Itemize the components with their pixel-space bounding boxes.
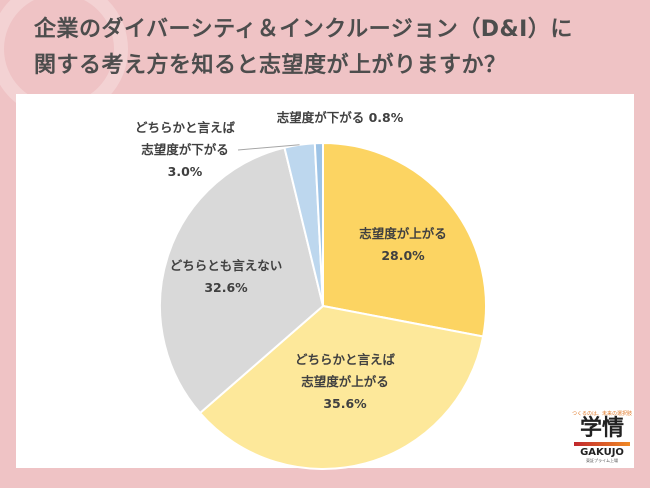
title-line-1: 企業のダイバーシティ＆インクルージョン（D&I）に [34, 17, 573, 42]
logo-sub: 東証プライム上場 [586, 458, 618, 463]
gakujo-logo: つくるのは、未来の選択肢 学情 GAKUJO 東証プライム上場 [570, 410, 634, 464]
data-label-2: 35.6% [323, 396, 367, 411]
data-label-4: 志望度が下がる [141, 142, 229, 157]
pie-slice-5 [313, 141, 324, 307]
data-label-1: 志望度が上がる [359, 226, 447, 241]
data-label-2: どちらかと言えば [295, 352, 396, 367]
logo-bar [574, 442, 630, 446]
pie-slice-1 [322, 141, 487, 338]
data-label-4: どちらかと言えば [135, 120, 236, 135]
data-label-3: 32.6% [204, 280, 248, 295]
data-label-2: 志望度が上がる [301, 374, 389, 389]
data-label-4: 3.0% [168, 164, 203, 179]
pie-slice-3 [159, 146, 325, 415]
data-label-1: 28.0% [381, 248, 425, 263]
logo-tagline: つくるのは、未来の選択肢 [572, 411, 632, 417]
chart-title: 企業のダイバーシティ＆インクルージョン（D&I）に 関する考え方を知ると志望度が… [34, 12, 573, 84]
data-label-5: 志望度が下がる 0.8% [277, 110, 404, 125]
pie-slice-2 [198, 304, 485, 470]
data-label-3: どちらとも言えない [170, 258, 283, 273]
title-line-2: 関する考え方を知ると志望度が上がりますか？ [34, 53, 507, 78]
logo-mark: 学情 [579, 416, 624, 441]
leader-line-4 [237, 144, 300, 151]
logo-name: GAKUJO [580, 447, 624, 458]
